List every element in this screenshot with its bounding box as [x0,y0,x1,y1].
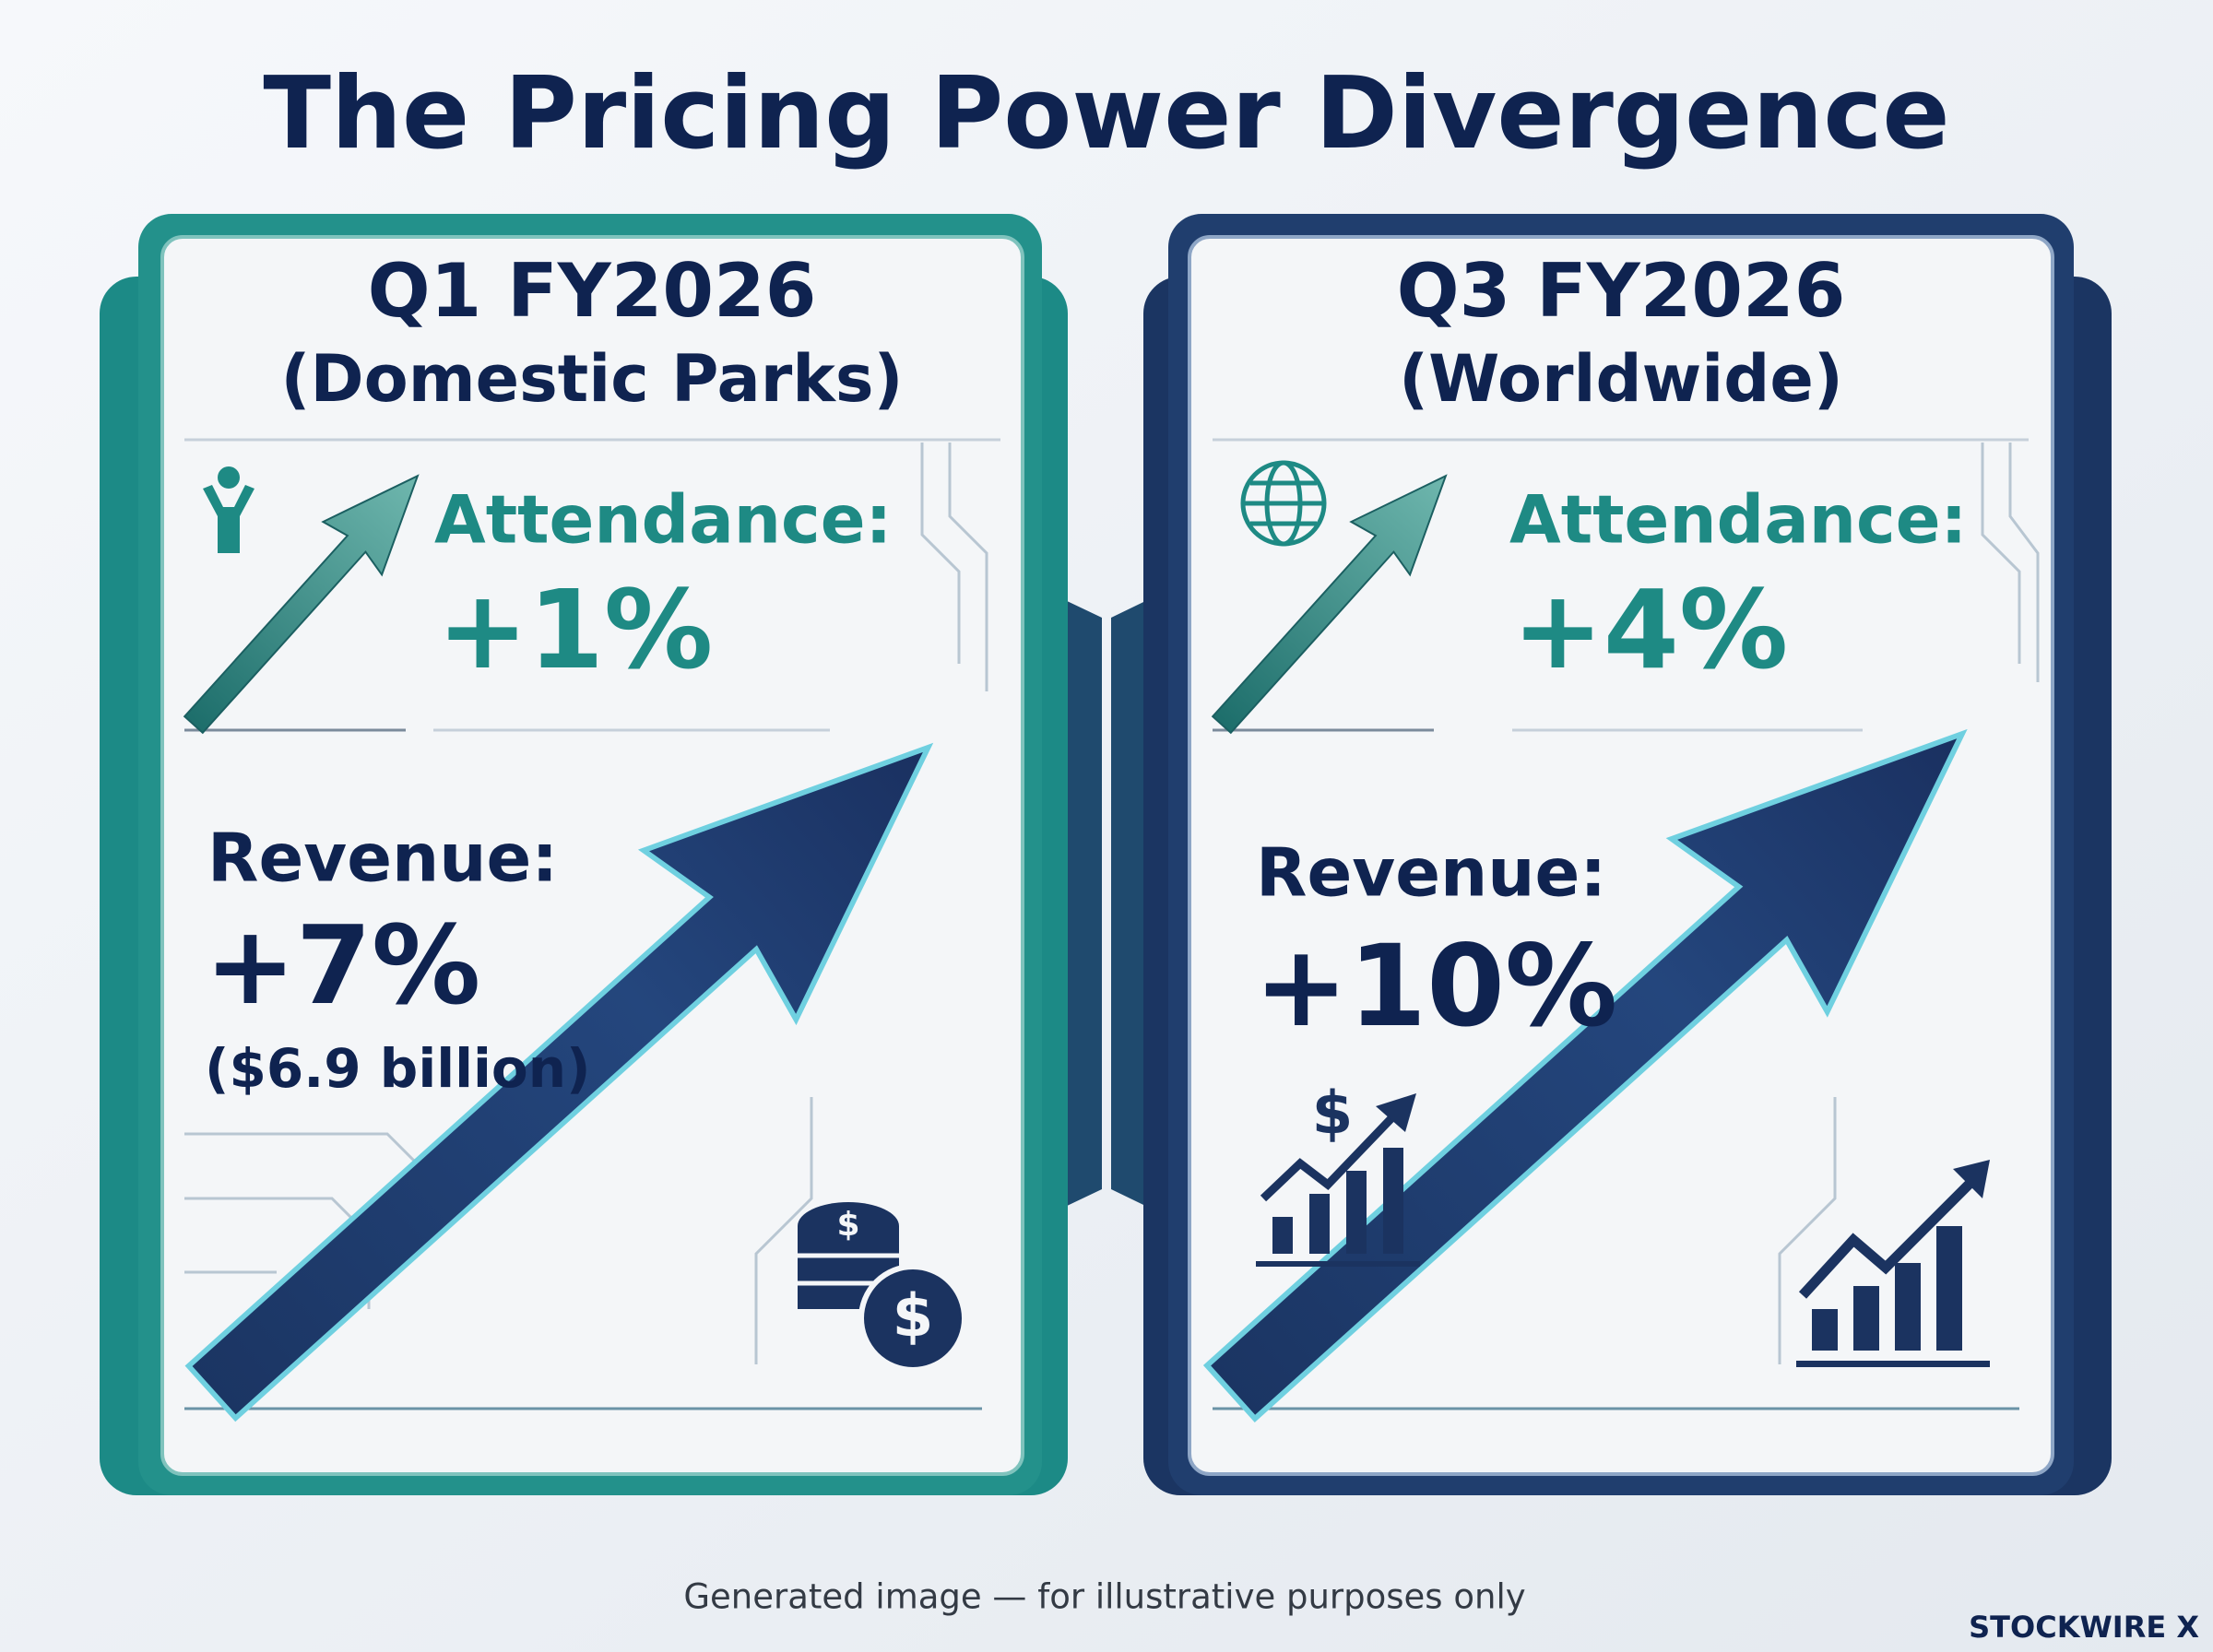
period: Q1 FY2026 [368,248,817,334]
coins-icon: $ $ [798,1202,967,1373]
scope: (Worldwide) [1399,341,1843,417]
globe-icon [1240,460,1327,547]
left-text: Q1 FY2026 (Domestic Parks) Attendance: +… [205,248,903,1100]
svg-text:$: $ [1312,1080,1354,1149]
brand: STOCKWIRE X [1969,1610,2199,1645]
attendance-label: Attendance: [434,481,892,559]
revenue-value: +10% [1254,921,1617,1052]
revenue-value: +7% [205,902,480,1029]
period: Q3 FY2026 [1397,248,1846,334]
bar-chart-icon [1796,1160,1990,1367]
panel-left: $ $ Q1 FY2026 (Domestic Parks) Attendanc… [100,214,1068,1495]
svg-text:$: $ [893,1283,934,1351]
svg-text:$: $ [836,1206,859,1244]
connector [1044,590,1168,1217]
attendance-value: +4% [1512,566,1788,693]
revenue-label: Revenue: [207,820,558,897]
circuit-lines [1778,442,2040,1364]
attendance-label: Attendance: [1509,481,1967,559]
attendance-value: +1% [437,566,713,693]
person-icon [203,466,254,553]
revenue-amount: ($6.9 billion) [205,1037,591,1100]
revenue-label: Revenue: [1256,834,1606,912]
footer-note: Generated image — for illustrative purpo… [683,1577,1525,1617]
bar-chart-icon: $ [1256,1080,1420,1267]
scope: (Domestic Parks) [281,341,904,417]
right-text: Q3 FY2026 (Worldwide) Attendance: +4% Re… [1254,248,1967,1052]
title: The Pricing Power Divergence [263,56,1949,171]
panel-right: $ Q3 FY2026 (Worldwide) Attendance: +4% … [1143,214,2112,1495]
